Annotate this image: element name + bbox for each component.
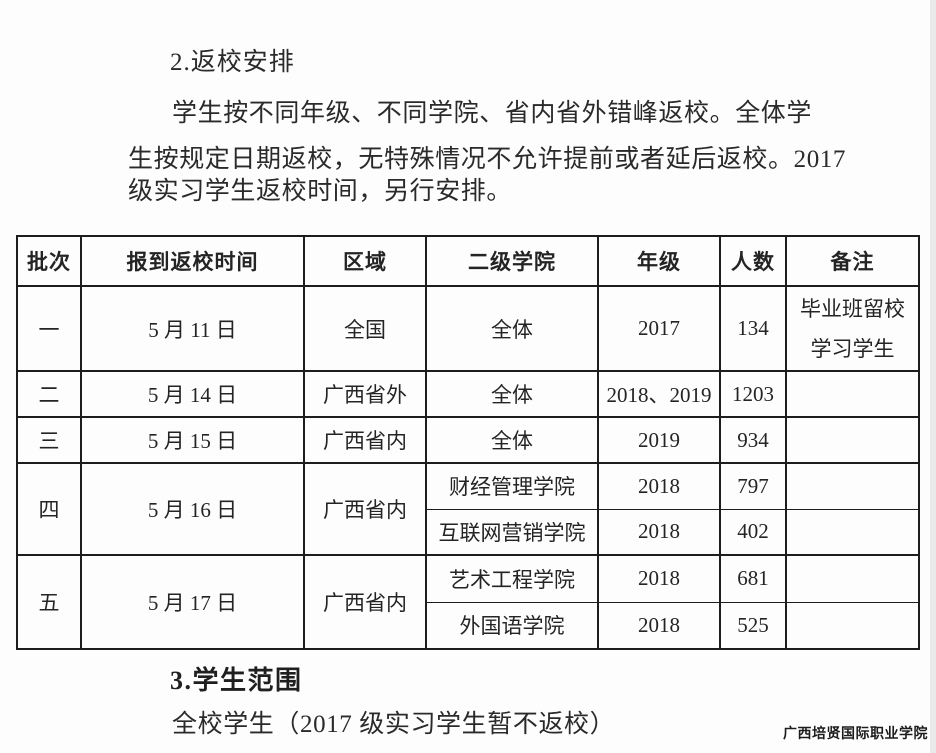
college-cell: 互联网营销学院 (425, 508, 599, 556)
page-right-edge-strip (930, 0, 936, 753)
table-row-batch5a: 五 5 月 17 日 广西省内 艺术工程学院 2018 681 (16, 554, 920, 650)
grade-cell: 2018、2019 (597, 370, 721, 418)
table-row-batch5b: 外国语学院 2018 525 (17, 601, 920, 650)
note-cell (785, 370, 920, 418)
grade-cell: 2018 (597, 601, 721, 650)
college-cell: 全体 (425, 416, 599, 464)
batch-cell: 四 (16, 462, 82, 556)
note-line: 毕业班留校 (800, 296, 905, 321)
date-cell: 5 月 11 日 (80, 285, 305, 372)
count-cell: 797 (719, 462, 787, 510)
section3-heading: 3.学生范围 (170, 666, 303, 695)
region-cell: 广西省内 (303, 416, 427, 464)
college-cell: 全体 (425, 285, 599, 372)
count-cell: 402 (719, 508, 787, 556)
note-cell (785, 554, 920, 603)
count-cell: 934 (719, 416, 787, 464)
watermark-school-name: 广西培贤国际职业学院 (783, 725, 928, 741)
note-cell (785, 416, 920, 464)
grade-cell: 2018 (597, 508, 721, 556)
table-header-row: 批次 报到返校时间 区域 二级学院 年级 人数 备注 (16, 235, 920, 287)
header-grade: 年级 (597, 235, 721, 287)
grade-cell: 2019 (597, 416, 721, 464)
section2-heading: 2.返校安排 (170, 49, 295, 76)
header-count: 人数 (719, 235, 787, 287)
date-cell: 5 月 16 日 (80, 462, 305, 556)
paragraph-line-2: 生按规定日期返校，无特殊情况不允许提前或者延后返校。2017 (128, 146, 847, 173)
batch-cell: 一 (16, 285, 82, 372)
header-note: 备注 (785, 235, 920, 287)
table-row-batch3: 三 5 月 15 日 广西省内 全体 2019 934 (16, 416, 920, 464)
header-region: 区域 (303, 235, 427, 287)
region-cell: 广西省外 (303, 370, 427, 418)
table-row-batch1: 一 5 月 11 日 全国 全体 2017 134 毕业班留校 学习学生 (16, 285, 920, 372)
table-row-batch2: 二 5 月 14 日 广西省外 全体 2018、2019 1203 (16, 370, 920, 418)
region-cell: 广西省内 (303, 462, 427, 556)
count-cell: 134 (719, 285, 787, 372)
note-cell: 毕业班留校 学习学生 (785, 285, 920, 372)
count-cell: 681 (719, 554, 787, 603)
batch-cell: 三 (16, 416, 82, 464)
section3-body: 全校学生（2017 级实习学生暂不返校） (172, 711, 616, 738)
college-cell: 艺术工程学院 (425, 554, 599, 603)
paragraph-line-3: 级实习学生返校时间，另行安排。 (128, 178, 513, 205)
paragraph-line-1: 学生按不同年级、不同学院、省内省外错峰返校。全体学 (172, 100, 813, 127)
note-cell (785, 508, 920, 556)
note-cell (785, 462, 920, 510)
date-cell: 5 月 14 日 (80, 370, 305, 418)
header-college: 二级学院 (425, 235, 599, 287)
note-line: 学习学生 (810, 336, 895, 361)
header-batch: 批次 (16, 235, 82, 287)
grade-cell: 2018 (597, 462, 721, 510)
date-cell: 5 月 17 日 (80, 554, 305, 650)
return-schedule-table: 批次 报到返校时间 区域 二级学院 年级 人数 备注 一 5 月 11 日 全国… (16, 235, 920, 650)
college-cell: 全体 (425, 370, 599, 418)
date-cell: 5 月 15 日 (80, 416, 305, 464)
batch-cell: 二 (16, 370, 82, 418)
header-date: 报到返校时间 (80, 235, 305, 287)
region-cell: 广西省内 (303, 554, 427, 650)
count-cell: 525 (719, 601, 787, 650)
count-cell: 1203 (719, 370, 787, 418)
batch-cell: 五 (16, 554, 82, 650)
table-row-batch4a: 四 5 月 16 日 广西省内 财经管理学院 2018 797 (16, 462, 920, 556)
college-cell: 外国语学院 (425, 601, 599, 650)
college-cell: 财经管理学院 (425, 462, 599, 510)
grade-cell: 2017 (597, 285, 721, 372)
table-row-batch4b: 互联网营销学院 2018 402 (17, 508, 920, 556)
region-cell: 全国 (303, 285, 427, 372)
grade-cell: 2018 (597, 554, 721, 603)
note-cell (785, 601, 920, 650)
